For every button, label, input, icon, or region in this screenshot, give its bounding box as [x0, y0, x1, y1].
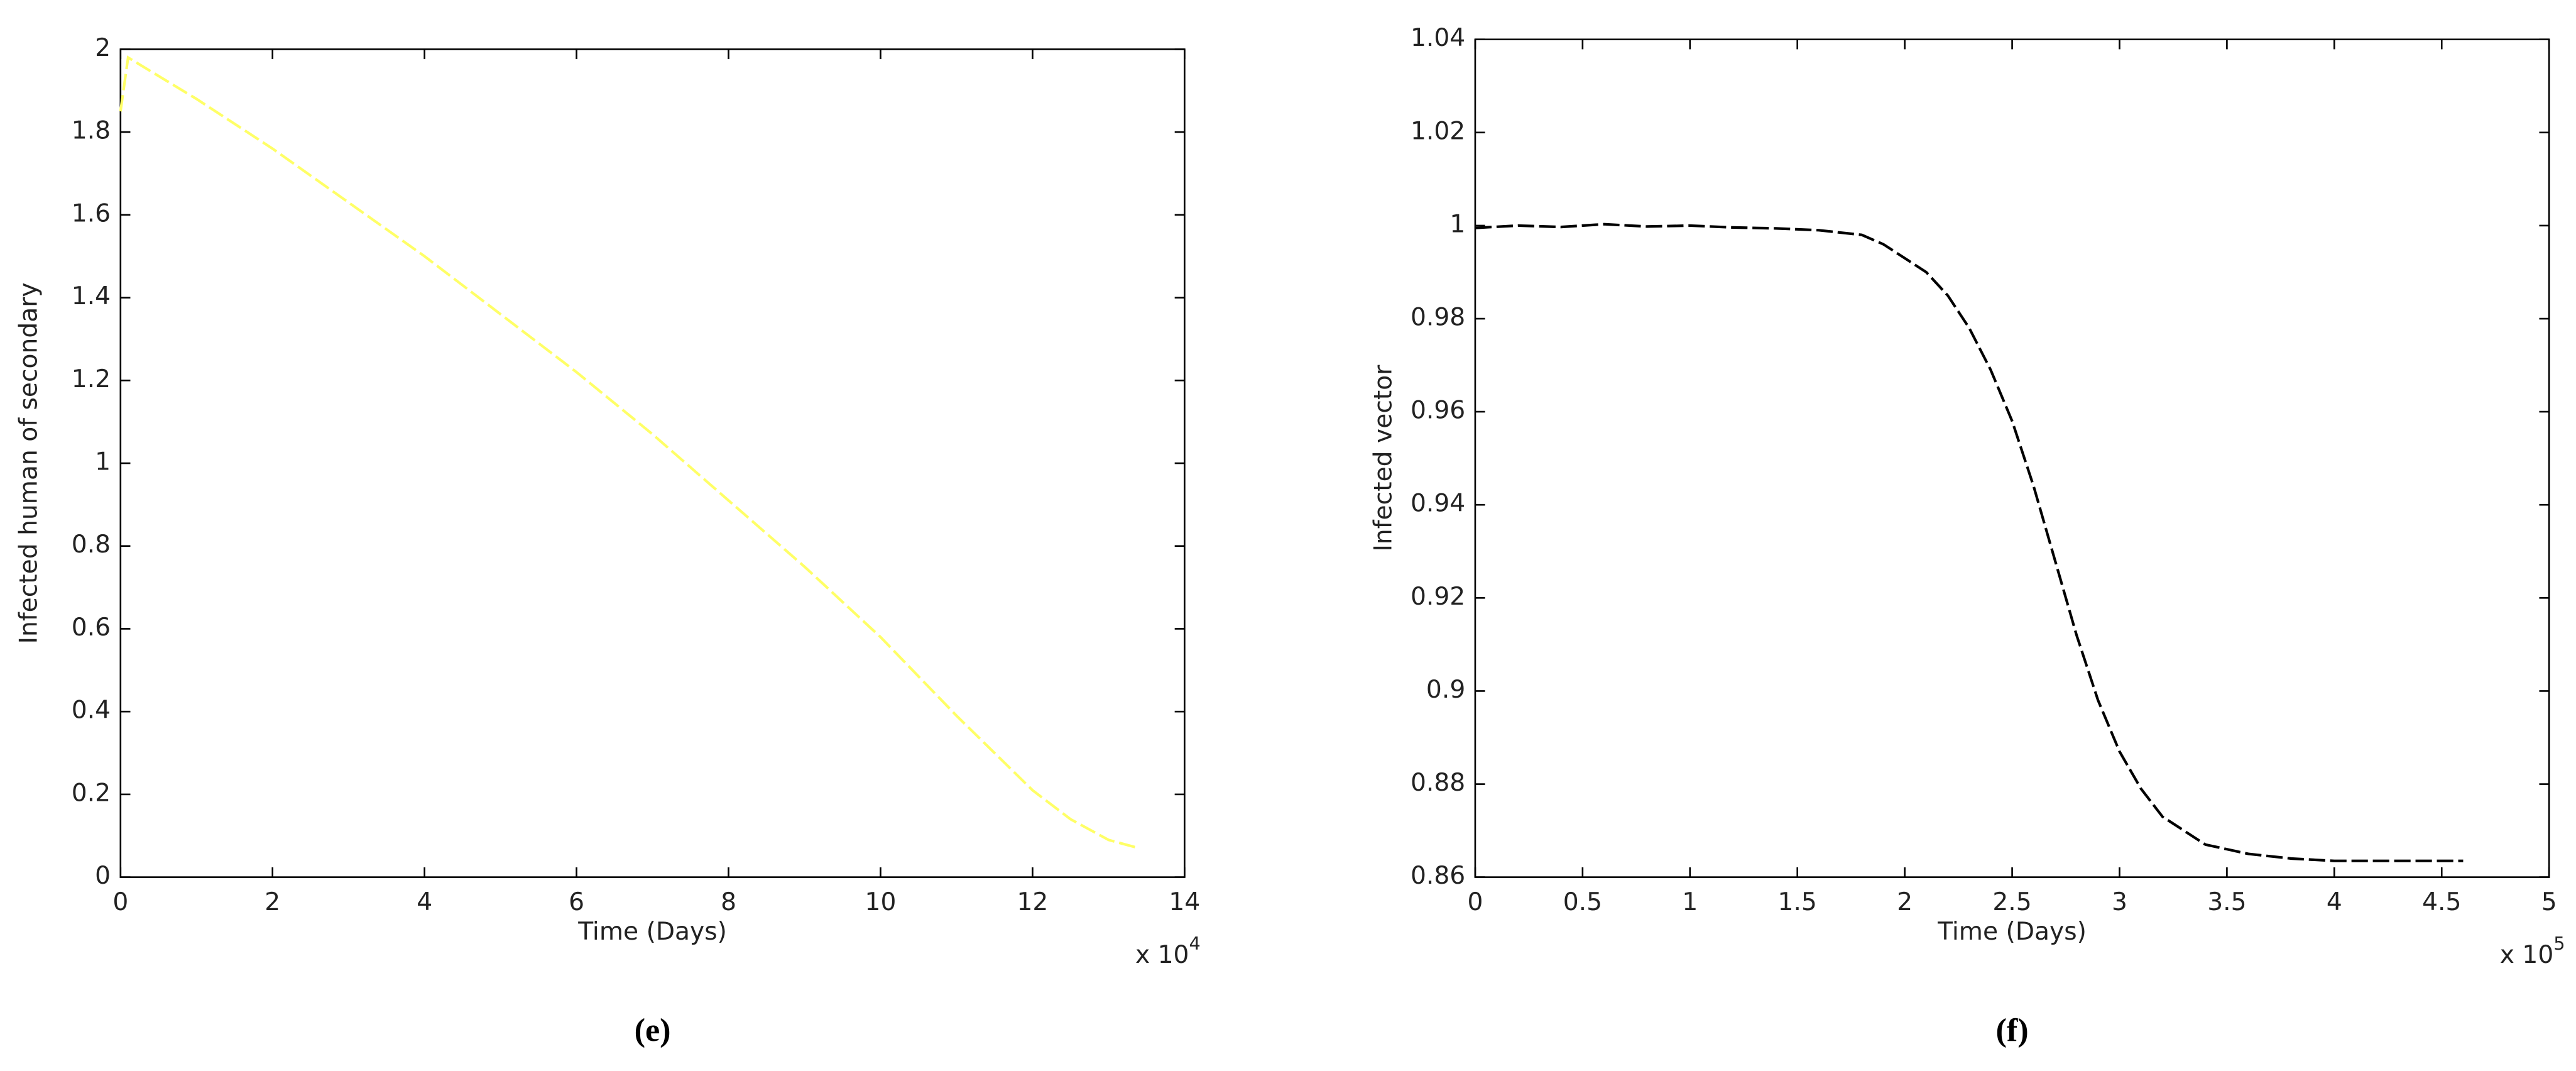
- line-series: [119, 55, 1140, 850]
- axes-box: [1474, 38, 2550, 878]
- y-tick-label: 0.88: [1411, 769, 1465, 797]
- y-axis-label: Infected human of secondary: [15, 282, 43, 644]
- y-tick-label: 1.04: [1411, 24, 1465, 52]
- x-multiplier: x 105: [2500, 933, 2565, 969]
- y-tick-label: 0.86: [1411, 862, 1465, 890]
- axes-box: [119, 48, 1186, 878]
- x-tick-label: 3: [2112, 888, 2127, 916]
- x-tick-label: 5: [2541, 888, 2557, 916]
- y-tick-label: 0.2: [72, 779, 111, 807]
- y-tick-label: 0.94: [1411, 490, 1465, 518]
- x-multiplier-base: x 10: [1135, 941, 1189, 969]
- panel-label: (f): [1995, 1012, 2028, 1048]
- x-tick-label: 4: [2327, 888, 2342, 916]
- y-tick-label: 1.2: [72, 365, 111, 393]
- x-multiplier-exponent: 5: [2553, 933, 2565, 954]
- y-tick-label: 1.8: [72, 117, 111, 145]
- y-tick-label: 1.02: [1411, 117, 1465, 145]
- y-tick-label: 0.6: [72, 613, 111, 642]
- x-tick-label: 1.5: [1778, 888, 1817, 916]
- y-tick-label: 0.92: [1411, 583, 1465, 611]
- x-tick-label: 0: [1467, 888, 1483, 916]
- x-tick-label: 8: [721, 888, 736, 916]
- x-axis-label: Time (Days): [577, 918, 727, 946]
- x-multiplier-base: x 10: [2500, 941, 2554, 969]
- x-tick-label: 0: [112, 888, 128, 916]
- y-axis-label: Infected vector: [1370, 365, 1398, 552]
- y-tick-label: 1: [1449, 210, 1465, 238]
- x-multiplier: x 104: [1135, 933, 1201, 969]
- x-tick-label: 10: [865, 888, 897, 916]
- y-tick-label: 0.96: [1411, 397, 1465, 425]
- x-tick-label: 6: [569, 888, 584, 916]
- y-tick-label: 1.6: [72, 199, 111, 228]
- x-axis-label: Time (Days): [1937, 918, 2087, 946]
- y-tick-label: 0: [95, 862, 111, 890]
- line-series: [1475, 222, 2464, 862]
- x-tick-label: 1: [1682, 888, 1698, 916]
- y-tick-label: 2: [95, 34, 111, 62]
- x-tick-label: 2.5: [1992, 888, 2031, 916]
- x-tick-label: 0.5: [1563, 888, 1602, 916]
- y-tick-label: 0.8: [72, 530, 111, 559]
- x-tick-label: 14: [1169, 888, 1200, 916]
- y-tick-label: 1.4: [72, 282, 111, 310]
- x-tick-label: 12: [1017, 888, 1048, 916]
- x-multiplier-exponent: 4: [1189, 933, 1200, 954]
- y-tick-label: 0.98: [1411, 304, 1465, 332]
- y-tick-label: 0.9: [1426, 676, 1465, 704]
- x-tick-label: 4.5: [2422, 888, 2461, 916]
- x-tick-label: 3.5: [2207, 888, 2246, 916]
- x-tick-label: 2: [265, 888, 280, 916]
- y-tick-label: 1: [95, 448, 111, 476]
- panel-label: (e): [635, 1012, 671, 1048]
- x-tick-label: 4: [417, 888, 432, 916]
- x-tick-label: 2: [1897, 888, 1913, 916]
- y-tick-label: 0.4: [72, 696, 111, 725]
